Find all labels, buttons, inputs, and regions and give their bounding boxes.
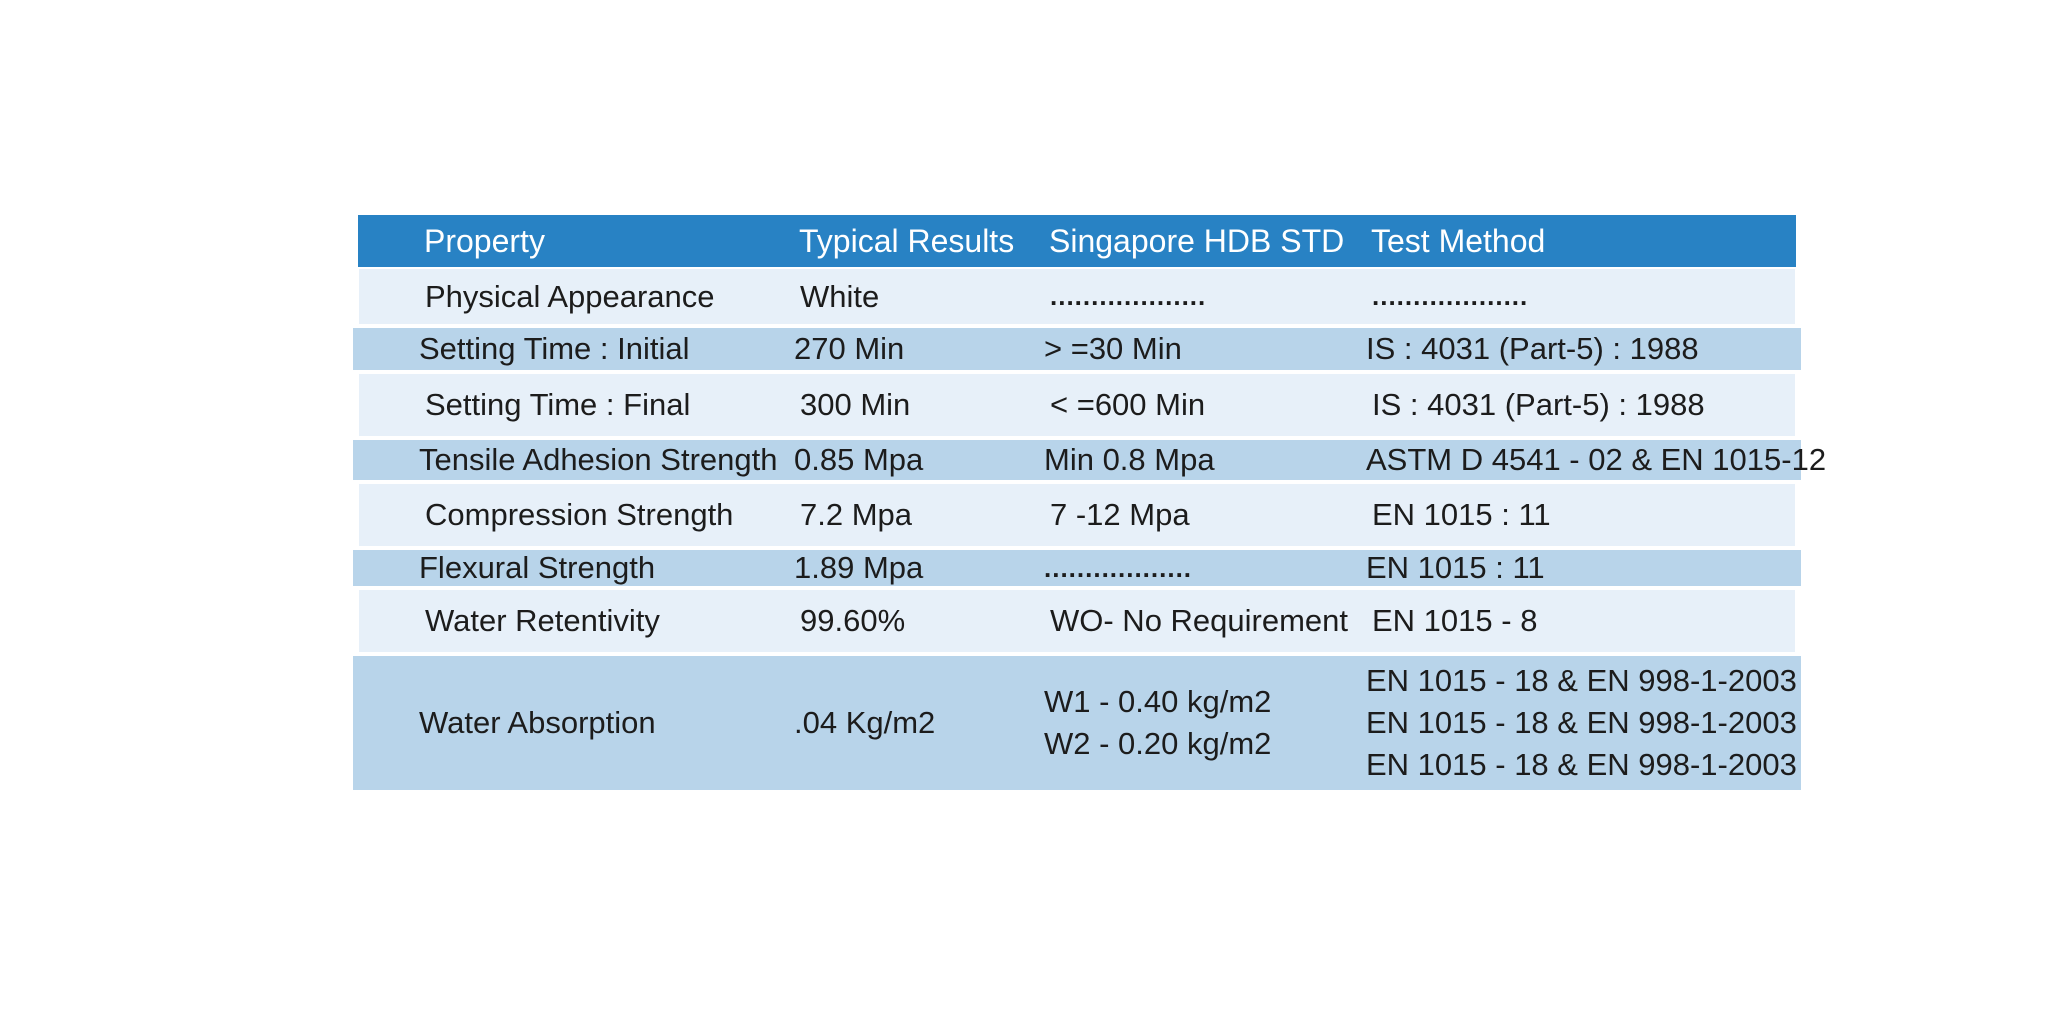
cell-typical-result: 0.85 Mpa (794, 442, 924, 477)
spec-table: Property Typical Results Singapore HDB S… (353, 215, 1826, 794)
cell-hdb-std: 7 -12 Mpa (1050, 497, 1190, 532)
cell-typical-result: 300 Min (800, 387, 911, 422)
header-cell-test-method: Test Method (1371, 222, 1546, 259)
table-row-water-absorption: Water Absorption .04 Kg/m2 W1 - 0.40 kg/… (353, 656, 1801, 790)
table-row-setting-time-final: Setting Time : Final 300 Min < =600 Min … (359, 374, 1795, 436)
test-method-line: EN 1015 - 18 & EN 998-1-2003 (1366, 663, 1797, 698)
cell-hdb-std: Min 0.8 Mpa (1044, 442, 1215, 477)
cell-test-method: ................... (1372, 281, 1529, 311)
hdb-std-line: W1 - 0.40 kg/m2 (1044, 684, 1272, 719)
table-row-setting-time-initial: Setting Time : Initial 270 Min > =30 Min… (353, 328, 1801, 370)
cell-hdb-std: ................... (1050, 281, 1207, 311)
cell-typical-result: 99.60% (800, 603, 906, 638)
header-cell-property: Property (424, 222, 545, 259)
hdb-std-line: W2 - 0.20 kg/m2 (1044, 726, 1272, 761)
cell-test-method: ASTM D 4541 - 02 & EN 1015-12 (1366, 442, 1827, 477)
table-row-physical-appearance: Physical Appearance White ..............… (359, 269, 1795, 324)
cell-test-method: EN 1015 : 11 (1366, 550, 1545, 585)
cell-typical-result: .04 Kg/m2 (794, 705, 936, 740)
cell-typical-result: White (800, 278, 880, 314)
cell-property: Setting Time : Initial (419, 331, 690, 366)
table-row-flexural-strength: Flexural Strength 1.89 Mpa .............… (353, 550, 1801, 586)
cell-typical-result: 7.2 Mpa (800, 497, 913, 532)
cell-test-method: EN 1015 : 11 (1372, 497, 1551, 532)
table-header-row: Property Typical Results Singapore HDB S… (358, 215, 1796, 267)
cell-hdb-std: > =30 Min (1044, 331, 1182, 366)
header-cell-typical-results: Typical Results (799, 222, 1015, 259)
cell-hdb-std: WO- No Requirement (1050, 603, 1349, 638)
test-method-line: EN 1015 - 18 & EN 998-1-2003 (1366, 747, 1797, 782)
table-row-tensile-adhesion-strength: Tensile Adhesion Strength 0.85 Mpa Min 0… (353, 440, 1826, 480)
cell-property: Setting Time : Final (425, 387, 691, 422)
cell-hdb-std: W1 - 0.40 kg/m2 W2 - 0.20 kg/m2 (1010, 681, 1330, 765)
cell-test-method: IS : 4031 (Part-5) : 1988 (1366, 331, 1699, 366)
header-cell-singapore-hdb-std: Singapore HDB STD (1049, 222, 1345, 259)
table-row-water-retentivity: Water Retentivity 99.60% WO- No Requirem… (359, 590, 1795, 652)
cell-property: Physical Appearance (425, 278, 715, 314)
cell-hdb-std: < =600 Min (1050, 387, 1206, 422)
cell-test-method: EN 1015 - 8 (1372, 603, 1538, 638)
cell-test-method: IS : 4031 (Part-5) : 1988 (1372, 387, 1705, 422)
cell-property: Tensile Adhesion Strength (419, 442, 778, 477)
table-row-compression-strength: Compression Strength 7.2 Mpa 7 -12 Mpa E… (359, 484, 1795, 546)
cell-property: Compression Strength (425, 497, 734, 532)
cell-typical-result: 1.89 Mpa (794, 550, 924, 585)
cell-property: Flexural Strength (419, 550, 656, 585)
cell-test-method: EN 1015 - 18 & EN 998-1-2003 EN 1015 - 1… (1330, 660, 1801, 786)
cell-property: Water Absorption (419, 705, 656, 740)
test-method-line: EN 1015 - 18 & EN 998-1-2003 (1366, 705, 1797, 740)
cell-hdb-std: .................. (1044, 552, 1193, 583)
cell-typical-result: 270 Min (794, 331, 905, 366)
cell-property: Water Retentivity (425, 603, 660, 638)
